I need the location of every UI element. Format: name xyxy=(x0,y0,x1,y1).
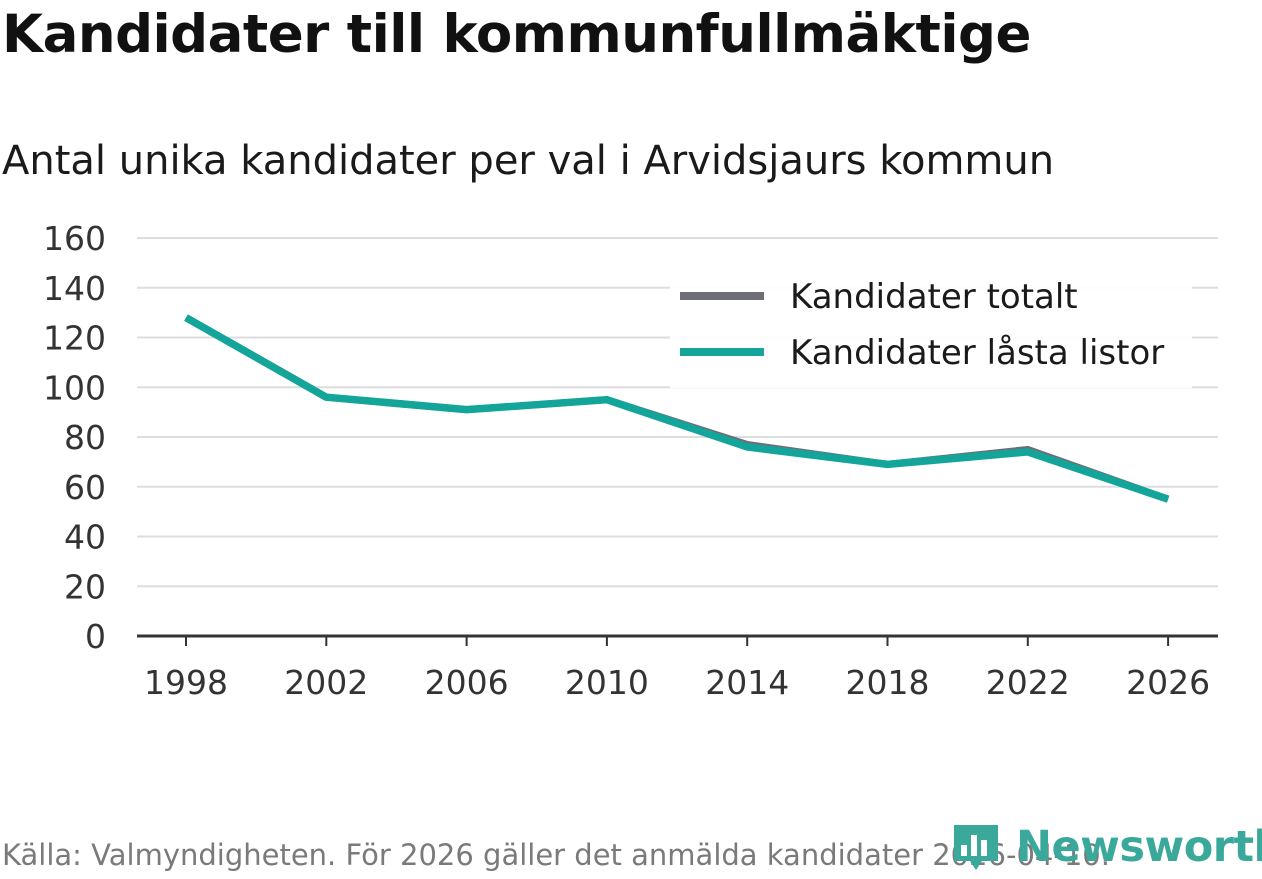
x-axis-ticks: 1998 2002 2006 2010 2014 2018 2022 2026 xyxy=(144,636,1210,702)
y-tick-label-120: 120 xyxy=(43,319,106,358)
series-line-2 xyxy=(184,314,1170,503)
y-tick-label-140: 140 xyxy=(43,269,106,308)
x-tick-label-2010: 2010 xyxy=(565,663,649,702)
chart-title: Kandidater till kommunfullmäktige xyxy=(2,4,1031,65)
newsworthy-logo-icon xyxy=(954,825,998,870)
y-axis-ticks: 0 20 40 60 80 100 120 140 160 xyxy=(43,219,106,656)
y-tick-label-100: 100 xyxy=(43,368,106,407)
legend-label-1: Kandidater totalt xyxy=(790,277,1078,317)
x-tick-label-2002: 2002 xyxy=(284,663,368,702)
x-tick-label-2022: 2022 xyxy=(986,663,1070,702)
x-tick-label-2006: 2006 xyxy=(425,663,509,702)
y-tick-label-160: 160 xyxy=(43,219,106,258)
source-note: Källa: Valmyndigheten. För 2026 gäller d… xyxy=(2,838,1110,872)
legend-label-2: Kandidater låsta listor xyxy=(790,333,1164,373)
y-tick-label-80: 80 xyxy=(64,418,106,457)
y-tick-label-20: 20 xyxy=(64,567,106,606)
x-tick-label-2018: 2018 xyxy=(846,663,930,702)
line-chart: 0 20 40 60 80 100 120 140 160 1998 2002 2006 2010 20… xyxy=(43,219,1218,702)
brand-name: Newsworthy xyxy=(1016,822,1262,872)
y-tick-label-60: 60 xyxy=(64,468,106,507)
legend-background xyxy=(670,270,1192,388)
series-lines xyxy=(184,314,1170,503)
newsworthy-logo: Newsworthy xyxy=(952,818,1262,876)
legend: Kandidater totalt Kandidater låsta listor xyxy=(670,270,1192,388)
x-tick-label-2026: 2026 xyxy=(1126,663,1210,702)
y-tick-label-40: 40 xyxy=(64,518,106,557)
x-tick-label-2014: 2014 xyxy=(705,663,789,702)
chart-subtitle: Antal unika kandidater per val i Arvidsj… xyxy=(2,138,1055,184)
y-tick-label-0: 0 xyxy=(85,617,106,656)
x-tick-label-1998: 1998 xyxy=(144,663,228,702)
